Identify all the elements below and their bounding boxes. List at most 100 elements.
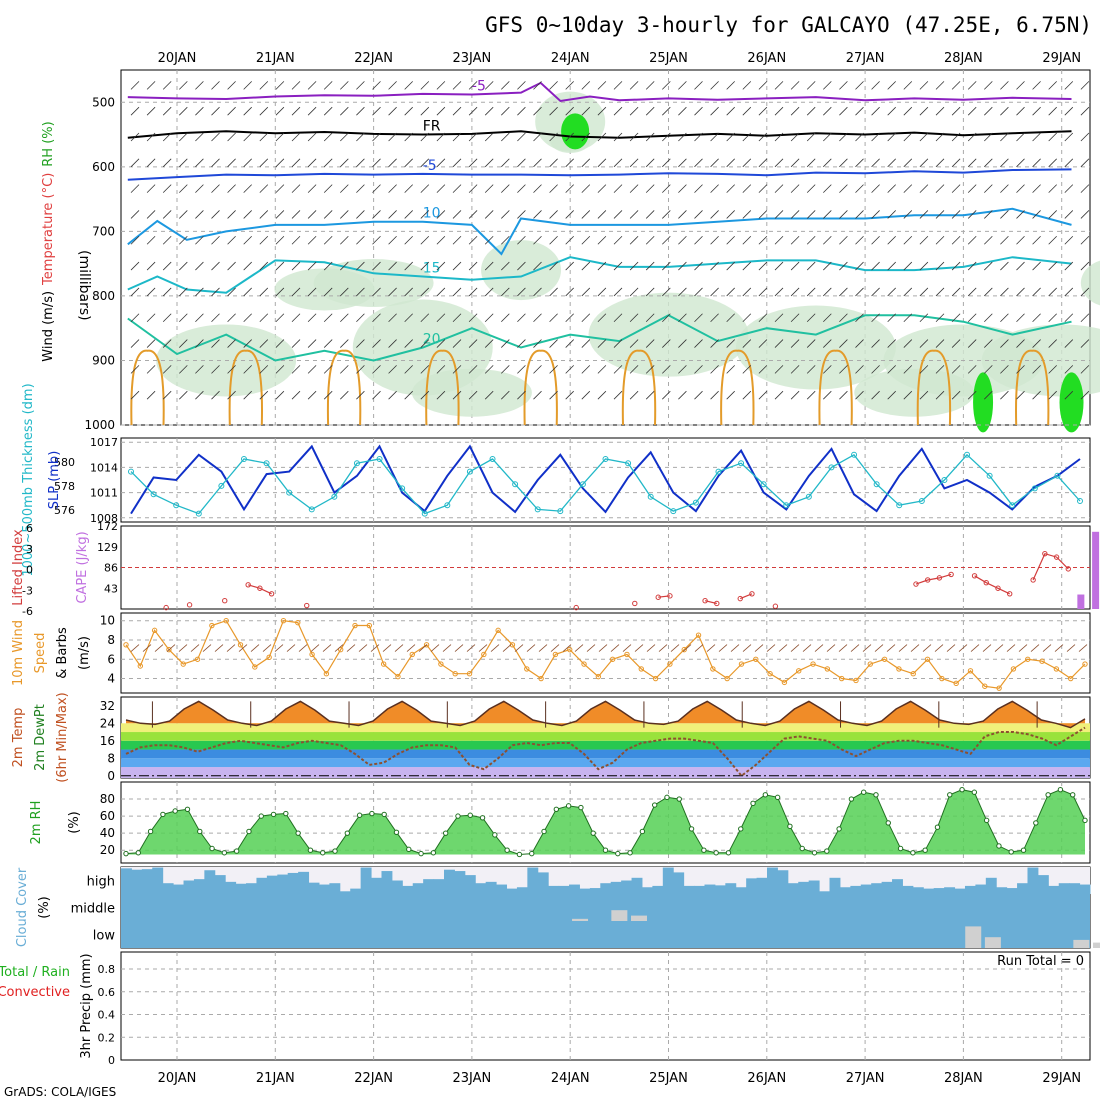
cloud-high-bar: [652, 885, 664, 894]
wind-barb: [694, 390, 703, 400]
slp-series-line: [130, 444, 1081, 515]
wind-barb: [1032, 313, 1041, 323]
wind-barb: [613, 339, 623, 348]
rh-marker: [701, 847, 707, 853]
wind-marker: [123, 642, 129, 648]
wind-barb: [211, 261, 220, 271]
wind-barb: [533, 313, 542, 323]
wind-barb: [855, 184, 864, 193]
wind-barb: [887, 184, 896, 193]
wind-barb: [758, 132, 768, 142]
wind-barb: [1016, 339, 1025, 348]
wind-barb: [466, 644, 476, 652]
wind-barb: [484, 235, 494, 245]
wind-barb: [694, 339, 703, 348]
rh-blob: [1080, 260, 1100, 306]
surface-contour: [130, 349, 165, 426]
wind-barb: [967, 261, 977, 271]
thickness-marker: [986, 472, 993, 479]
rh-marker: [824, 848, 830, 854]
wind-barb: [1048, 313, 1057, 323]
wind-barb: [726, 235, 735, 245]
surface-contour: [916, 349, 952, 426]
rh-marker: [270, 811, 277, 818]
wind-marker: [881, 656, 888, 662]
cloud-high-bar: [173, 884, 185, 894]
wind-barb: [195, 261, 204, 271]
wind-barb: [372, 235, 381, 245]
wind-barb: [839, 365, 848, 374]
wind-barb: [613, 261, 623, 271]
wind-barb: [613, 390, 623, 400]
wind-barb: [372, 132, 381, 142]
wind-barb: [581, 261, 591, 271]
wind-marker: [738, 661, 745, 667]
cloud-high-bar: [777, 870, 789, 894]
cloud-middle-bar: [611, 910, 628, 921]
rh-marker: [295, 830, 301, 836]
wind-barb: [742, 390, 752, 400]
wind-barb: [275, 184, 285, 193]
rh-marker: [848, 796, 855, 802]
wind-barb: [202, 644, 212, 652]
cloud-high-bar: [1079, 884, 1091, 894]
wind-barb: [790, 184, 800, 193]
cloud-high-bar: [329, 883, 341, 894]
wind-barb: [629, 313, 639, 323]
wind-barb: [855, 365, 864, 374]
rh-marker: [184, 806, 191, 812]
cloud-panel-content: high middle low Cloud Cover (%): [15, 867, 1100, 948]
wind-barb: [517, 365, 526, 374]
cape-tick-label: 43: [104, 582, 118, 595]
wind-barb: [951, 365, 961, 374]
wind-barb: [452, 106, 462, 116]
wind-barb: [178, 644, 188, 652]
wind-barb: [839, 132, 848, 142]
wind-marker: [652, 675, 659, 682]
wind-barb: [662, 132, 671, 142]
rh-marker: [750, 800, 756, 807]
wind-barb: [146, 81, 156, 90]
wind-barb: [1032, 365, 1041, 374]
wind-barb: [323, 132, 333, 142]
wind-barb: [275, 210, 285, 219]
date-label-bottom: 27JAN: [846, 1071, 885, 1086]
li-marker: [1053, 554, 1060, 560]
cloud-low-bar: [965, 926, 982, 948]
cloud-high-bar: [423, 879, 435, 894]
rh-marker: [123, 850, 129, 857]
wind-barb: [887, 210, 896, 219]
wind-barb: [533, 339, 542, 348]
wind-barb: [275, 390, 285, 400]
wind-barb: [597, 184, 607, 193]
wind-marker: [838, 675, 845, 682]
slp-tick-label: 1008: [90, 512, 118, 525]
thickness-marker: [128, 468, 134, 475]
wind-barb: [967, 132, 977, 142]
wind-barb: [307, 339, 317, 348]
surface-contour: [818, 349, 853, 426]
wind-barb: [549, 81, 558, 90]
rh-marker: [332, 848, 338, 854]
wind-barb: [951, 287, 961, 297]
wind-barb: [984, 106, 993, 116]
wind-barb: [533, 106, 542, 116]
wind-barb: [646, 644, 656, 652]
wind-barb: [307, 132, 317, 142]
wind-barb: [823, 339, 832, 348]
wind-barb: [919, 287, 929, 297]
wind-barb: [935, 339, 945, 348]
wind-barb: [356, 287, 365, 297]
wind-barb: [436, 339, 446, 348]
axis-label-rh-unit: (%): [67, 811, 82, 834]
wind-barb: [597, 339, 607, 348]
wind-barb: [195, 210, 204, 219]
wind-barb: [1064, 339, 1074, 348]
wind-barb: [871, 210, 880, 219]
wind-barb: [806, 235, 816, 245]
wind-barb: [839, 106, 848, 116]
wind-barb: [227, 261, 236, 271]
temp-tick-label: 8: [107, 751, 115, 765]
wind-barb: [806, 81, 816, 90]
rh-marker: [258, 813, 264, 819]
